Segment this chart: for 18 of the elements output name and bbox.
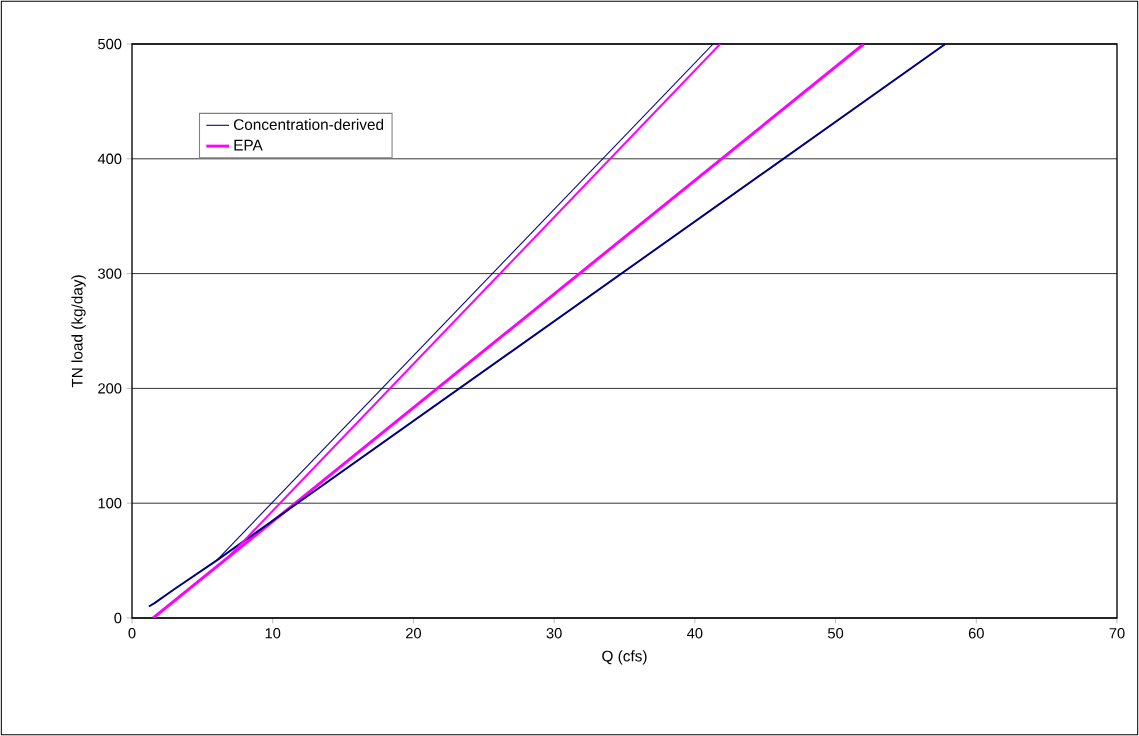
x-tick-label: 40 xyxy=(687,628,703,639)
y-tick-label: 400 xyxy=(97,153,122,164)
y-axis-title: TN load (kg/day) xyxy=(71,275,86,388)
x-tick-label: 0 xyxy=(128,628,136,639)
y-tick-label: 300 xyxy=(98,268,122,279)
x-tick-label: 10 xyxy=(265,628,281,639)
x-axis-title: Q (cfs) xyxy=(602,650,647,665)
legend-label: EPA xyxy=(234,139,263,151)
y-tick-label: 100 xyxy=(98,498,122,509)
x-tick-label: 60 xyxy=(968,628,984,639)
legend-label: Concentration-derived xyxy=(233,118,384,130)
y-tick-label: 0 xyxy=(114,612,122,624)
x-tick-label: 50 xyxy=(828,628,844,639)
x-tick-label: 30 xyxy=(546,628,562,639)
y-tick-label: 500 xyxy=(98,38,122,50)
y-tick-label: 200 xyxy=(98,383,122,394)
x-tick-label: 20 xyxy=(406,628,421,639)
x-tick-label: 70 xyxy=(1109,628,1125,639)
